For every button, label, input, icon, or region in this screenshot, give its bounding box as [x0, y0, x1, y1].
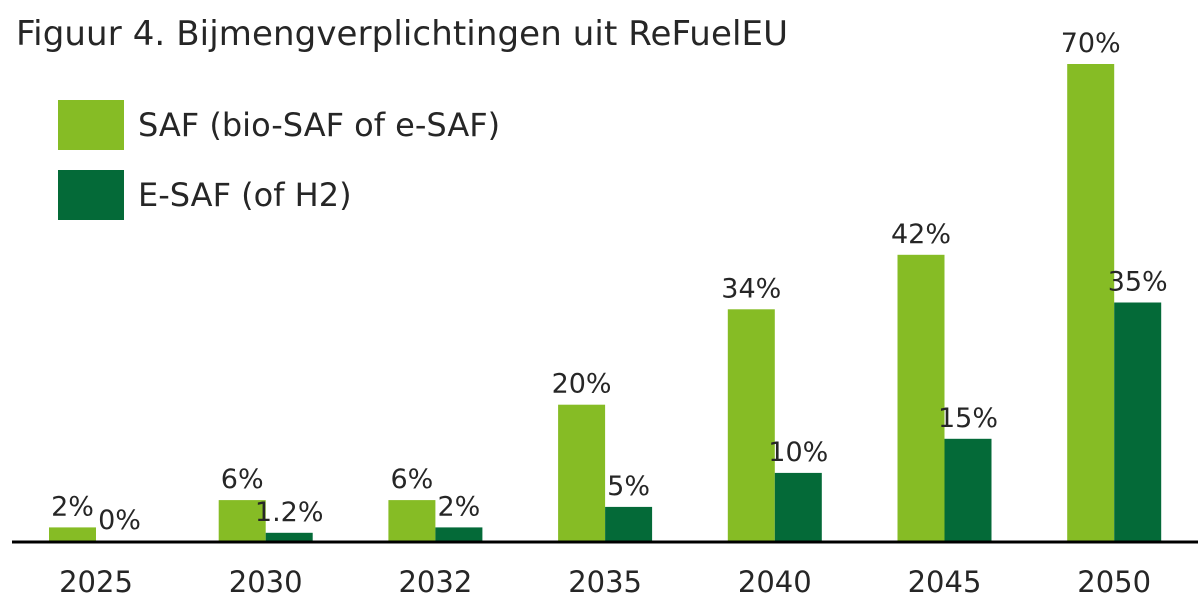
bar-saf-2035 — [558, 404, 606, 541]
bar-saf-2025 — [49, 527, 96, 541]
data-label-saf-2030: 6% — [221, 464, 264, 495]
data-label-esaf-2035: 5% — [607, 471, 650, 502]
data-label-esaf-2025: 0% — [98, 505, 141, 536]
x-tick-label-2032: 2032 — [398, 565, 472, 599]
bar-esaf-2050 — [1114, 302, 1162, 541]
bar-esaf-2045 — [944, 438, 992, 541]
x-tick-label-2035: 2035 — [568, 565, 642, 599]
x-tick-label-2030: 2030 — [229, 565, 303, 599]
bar-saf-2050 — [1067, 64, 1115, 541]
x-tick-label-2040: 2040 — [738, 565, 812, 599]
legend-item-saf: SAF (bio-SAF of e-SAF) — [58, 98, 500, 152]
legend-swatch-saf — [58, 100, 124, 150]
data-label-esaf-2050: 35% — [1108, 267, 1168, 298]
bar-esaf-2040 — [774, 472, 822, 541]
x-tick-label-2025: 2025 — [59, 565, 133, 599]
data-label-esaf-2032: 2% — [437, 491, 480, 522]
data-label-saf-2032: 6% — [390, 464, 433, 495]
bar-saf-2040 — [727, 309, 775, 541]
data-label-esaf-2040: 10% — [768, 437, 828, 468]
data-label-saf-2025: 2% — [51, 491, 94, 522]
bar-saf-2032 — [388, 500, 436, 541]
bar-esaf-2035 — [605, 506, 653, 541]
data-label-saf-2035: 20% — [552, 369, 612, 400]
bar-saf-2030 — [218, 500, 266, 541]
data-label-esaf-2030: 1.2% — [255, 497, 324, 528]
data-label-saf-2050: 70% — [1061, 28, 1121, 59]
data-label-esaf-2045: 15% — [938, 403, 998, 434]
legend-label-saf: SAF (bio-SAF of e-SAF) — [138, 106, 501, 144]
legend: SAF (bio-SAF of e-SAF) E-SAF (of H2) — [58, 98, 500, 238]
legend-label-esaf: E-SAF (of H2) — [138, 176, 352, 214]
x-tick-label-2045: 2045 — [908, 565, 982, 599]
legend-swatch-esaf — [58, 170, 124, 220]
x-tick-label-2050: 2050 — [1077, 565, 1151, 599]
bar-saf-2045 — [897, 254, 945, 542]
chart-title: Figuur 4. Bijmengverplichtingen uit ReFu… — [16, 14, 789, 54]
data-label-saf-2040: 34% — [721, 273, 781, 304]
bar-esaf-2030 — [265, 532, 313, 541]
data-label-saf-2045: 42% — [891, 219, 951, 250]
legend-item-esaf: E-SAF (of H2) — [58, 168, 500, 222]
bar-esaf-2032 — [435, 527, 483, 541]
